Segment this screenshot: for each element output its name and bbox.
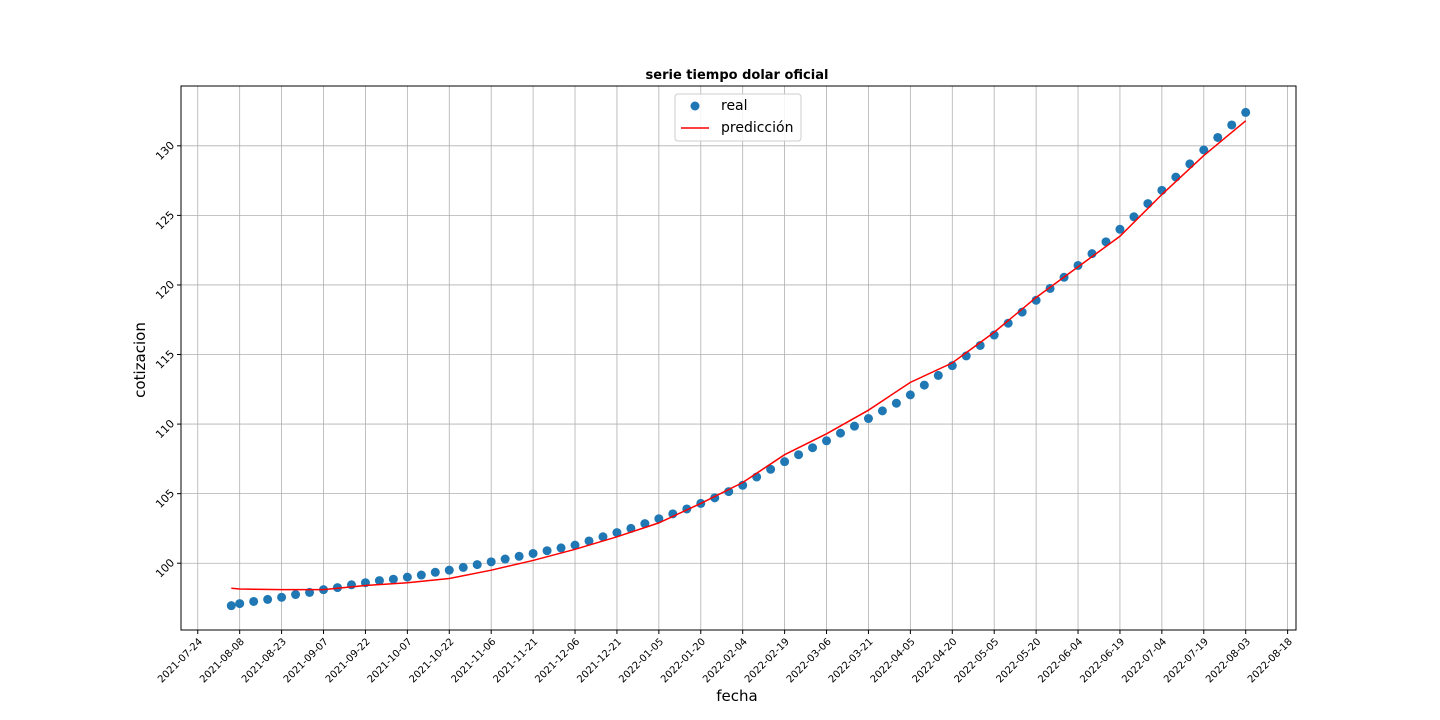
- data-point: [542, 546, 552, 556]
- data-point: [1185, 159, 1195, 169]
- data-point: [891, 398, 901, 408]
- data-point: [430, 567, 440, 577]
- data-point: [444, 565, 454, 575]
- data-point: [556, 543, 566, 553]
- data-point: [1227, 120, 1237, 130]
- y-tick-label: 110: [153, 417, 177, 441]
- data-point: [794, 450, 804, 460]
- plot-frame: [180, 85, 1297, 631]
- data-point: [226, 601, 236, 611]
- data-point: [1171, 172, 1181, 182]
- y-tick-label: 100: [153, 556, 177, 580]
- y-tick-label: 120: [153, 278, 177, 302]
- data-point: [1031, 295, 1041, 305]
- y-tick-label: 115: [153, 348, 177, 372]
- data-point: [458, 562, 468, 572]
- legend: real predicción: [674, 93, 802, 142]
- data-point: [822, 436, 832, 446]
- data-point: [1143, 199, 1153, 209]
- data-point: [905, 390, 915, 400]
- x-axis-label: fecha: [716, 687, 757, 705]
- data-point: [598, 532, 608, 542]
- data-point: [1115, 224, 1125, 234]
- data-point: [277, 592, 287, 602]
- data-point: [374, 576, 384, 586]
- data-point: [1199, 145, 1209, 155]
- data-point: [291, 590, 301, 600]
- legend-label: predicción: [721, 120, 793, 136]
- data-point: [654, 514, 664, 524]
- data-point: [808, 443, 818, 453]
- data-point: [849, 421, 859, 431]
- chart-title: serie tiempo dolar oficial: [646, 68, 829, 83]
- data-point: [780, 457, 790, 467]
- data-point: [570, 540, 580, 550]
- legend-marker: [690, 101, 700, 111]
- data-point: [1003, 318, 1013, 328]
- data-point: [612, 528, 622, 538]
- data-point: [1157, 185, 1167, 195]
- y-tick-label: 130: [153, 139, 177, 163]
- data-point: [263, 594, 273, 604]
- data-point: [500, 554, 510, 564]
- data-point: [1213, 132, 1223, 142]
- data-point: [388, 574, 398, 584]
- data-point: [514, 551, 524, 561]
- data-point: [877, 406, 887, 416]
- data-point: [919, 380, 929, 390]
- data-point: [933, 370, 943, 380]
- data-point: [1017, 307, 1027, 317]
- legend-label: real: [721, 98, 748, 114]
- y-axis-label: cotizacion: [131, 322, 149, 398]
- y-tick-label: 125: [153, 208, 177, 232]
- y-tick-label: 105: [153, 487, 177, 511]
- data-point: [863, 414, 873, 424]
- data-point: [486, 557, 496, 567]
- data-point: [249, 596, 259, 606]
- data-point: [835, 428, 845, 438]
- data-point: [235, 599, 245, 609]
- data-point: [528, 548, 538, 558]
- legend-box: [674, 93, 802, 142]
- x-tick-label: 2022-08-18: [1246, 636, 1295, 685]
- data-point: [1129, 212, 1139, 222]
- data-point: [416, 570, 426, 580]
- data-point: [989, 330, 999, 340]
- data-point: [640, 519, 650, 529]
- data-point: [724, 487, 734, 497]
- data-point: [1241, 107, 1251, 117]
- prediction-line: [231, 120, 1247, 591]
- data-point: [402, 572, 412, 582]
- data-point: [766, 464, 776, 474]
- data-point: [472, 560, 482, 570]
- data-point: [584, 536, 594, 546]
